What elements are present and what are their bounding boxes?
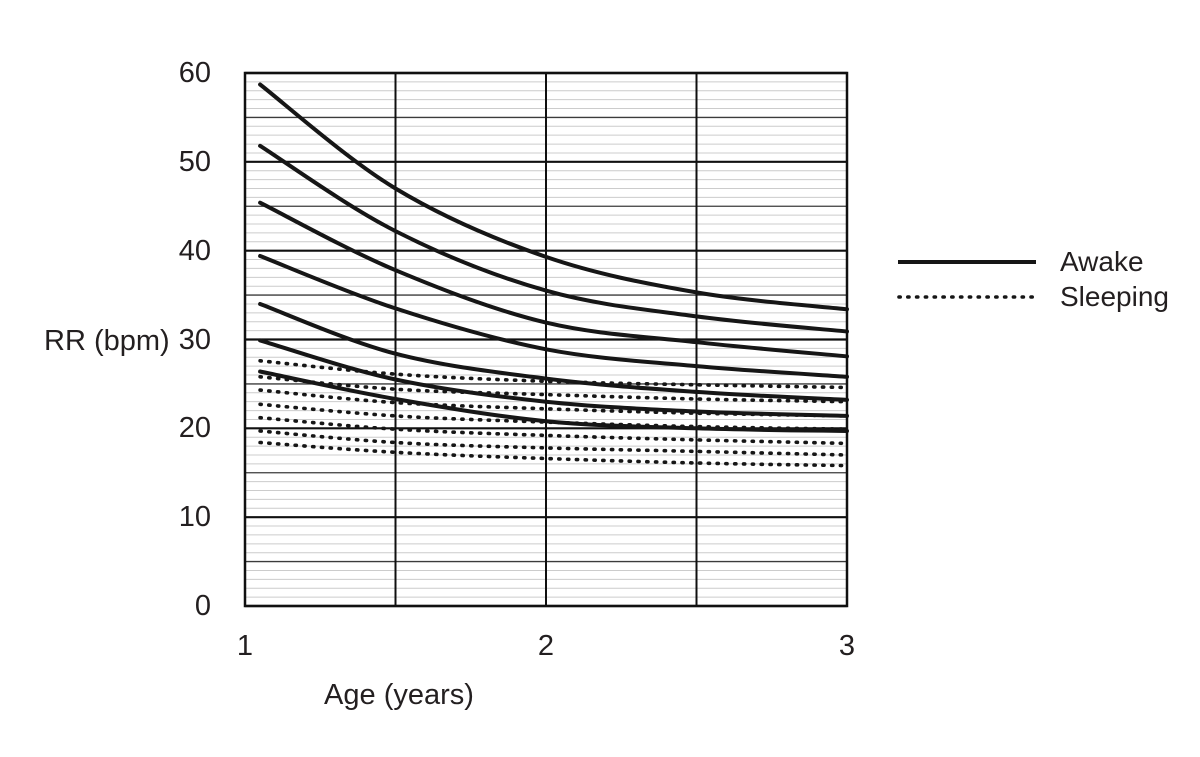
y-tick-label-60: 60 bbox=[178, 57, 211, 89]
y-tick-label-0: 0 bbox=[194, 590, 211, 622]
legend-label-sleeping: Sleeping bbox=[1060, 280, 1169, 312]
sleeping-curve-5 bbox=[258, 415, 849, 446]
sleeping-line-sample-icon bbox=[897, 294, 1037, 299]
y-tick-label-20: 20 bbox=[178, 412, 211, 445]
awake-curve-6 bbox=[258, 338, 849, 418]
awake-curve-7 bbox=[258, 369, 849, 433]
awake-curve-2 bbox=[258, 143, 849, 334]
awake-curve-1 bbox=[258, 82, 849, 312]
y-tick-label-50: 50 bbox=[178, 145, 211, 178]
x-tick-label-1: 1 bbox=[236, 630, 254, 662]
legend-label-awake: Awake bbox=[1060, 245, 1144, 277]
sleeping-curve-3 bbox=[258, 388, 849, 418]
x-tick-label-3: 3 bbox=[838, 630, 856, 662]
y-tick-label-10: 10 bbox=[178, 501, 211, 534]
x-axis-title: Age (years) bbox=[324, 679, 474, 711]
sleeping-curve-2 bbox=[258, 375, 849, 404]
awake-curve-3 bbox=[258, 200, 849, 359]
awake-curve-5 bbox=[258, 302, 849, 402]
y-tick-label-30: 30 bbox=[178, 323, 211, 356]
legend-row-awake: Awake bbox=[896, 246, 1169, 277]
sleeping-curve-4 bbox=[258, 402, 849, 431]
y-tick-label-40: 40 bbox=[178, 234, 211, 267]
awake-line-sample-icon bbox=[898, 259, 1036, 264]
sleeping-curve-6 bbox=[258, 429, 849, 457]
legend: Awake Sleeping bbox=[896, 246, 1169, 312]
y-axis-title: RR (bpm) bbox=[44, 325, 170, 357]
awake-curve-4 bbox=[258, 254, 849, 379]
plot-frame bbox=[243, 71, 849, 608]
legend-row-sleeping: Sleeping bbox=[896, 281, 1169, 312]
x-tick-label-2: 2 bbox=[537, 630, 555, 662]
sleeping-curve-7 bbox=[258, 440, 849, 468]
